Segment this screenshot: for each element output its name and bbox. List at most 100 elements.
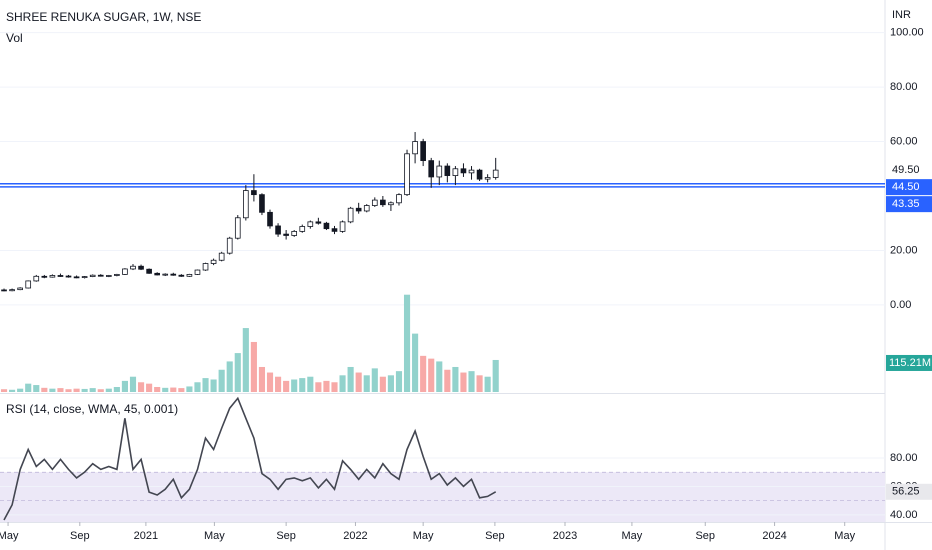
- candle-body: [234, 217, 241, 239]
- volume-bar: [363, 375, 370, 392]
- volume-bar: [57, 388, 64, 392]
- candle-body: [436, 165, 443, 178]
- candle-body: [138, 265, 144, 270]
- candle-body: [420, 141, 426, 162]
- volume-bar: [41, 387, 48, 392]
- x-tick-label: May: [204, 530, 225, 542]
- candle-body: [162, 273, 169, 276]
- volume-bar: [121, 380, 128, 392]
- candle-body: [130, 265, 136, 270]
- volume-bar: [275, 376, 282, 392]
- volume-bar: [105, 388, 112, 392]
- candle-body: [25, 280, 32, 289]
- volume-bar: [113, 386, 120, 392]
- volume-bar: [283, 380, 290, 392]
- grid: [0, 32, 885, 526]
- volume-bar: [226, 361, 233, 392]
- candle-body: [307, 221, 314, 227]
- x-tick-label: May: [0, 530, 19, 542]
- price-label-box: [886, 179, 932, 196]
- volume-bar: [371, 368, 378, 392]
- candle-body: [299, 226, 306, 232]
- x-tick-label: Sep: [695, 530, 715, 542]
- x-tick-label: May: [413, 530, 434, 542]
- volume-bar: [420, 355, 427, 392]
- candle-body: [468, 169, 475, 174]
- candle-body: [380, 199, 386, 206]
- volume-bar: [403, 294, 411, 392]
- rsi-legend: RSI (14, close, WMA, 45, 0.001): [6, 402, 178, 416]
- y-tick-label: 80.00: [890, 452, 918, 464]
- volume-legend: Vol: [6, 31, 23, 45]
- price-label: 44.50: [892, 181, 920, 193]
- candle-body: [210, 259, 217, 264]
- volume-bar: [436, 361, 443, 392]
- y-tick-label: 0.00: [890, 299, 911, 311]
- candle-body: [275, 225, 281, 235]
- candle-body: [283, 233, 289, 236]
- candle-body: [452, 168, 459, 176]
- candle-body: [267, 211, 273, 227]
- candle-body: [1, 289, 7, 292]
- volume-bar: [242, 328, 249, 392]
- candle-body: [49, 275, 56, 278]
- volume-bar: [202, 378, 209, 392]
- candle-body: [444, 165, 451, 176]
- volume-bar: [452, 366, 459, 392]
- volume-bar: [25, 383, 32, 392]
- rsi-line: [3, 396, 497, 521]
- volume-bar: [379, 376, 386, 392]
- labels: May Sep 2021 May Sep 2022 May Sep 2023 May Sep 2024…: [0, 27, 932, 542]
- volume-bar: [9, 389, 16, 392]
- volume-bar: [81, 388, 88, 392]
- volume-bar: [347, 366, 354, 392]
- volume-bar: [210, 379, 217, 392]
- candle-body: [251, 190, 257, 196]
- volume-bar: [460, 372, 467, 392]
- candle-body: [89, 274, 96, 277]
- y-tick-label: 80.00: [890, 81, 918, 93]
- candle-body: [122, 268, 128, 275]
- candle-body: [243, 190, 249, 219]
- x-tick-label: 2021: [134, 530, 158, 542]
- volume-bar: [299, 378, 306, 392]
- volume-bar: [137, 382, 145, 392]
- candle-body: [291, 230, 298, 236]
- volume-bar: [129, 376, 137, 392]
- candle-body: [81, 276, 88, 278]
- candle-body: [323, 222, 330, 230]
- price-label: 49.50: [892, 164, 920, 176]
- volume-bar: [484, 376, 491, 392]
- candle-body: [154, 272, 160, 276]
- volume-bar: [444, 369, 451, 392]
- rsi-band: [0, 472, 885, 522]
- volume-bar: [178, 388, 185, 392]
- volume-bar: [315, 382, 322, 392]
- y-tick-label: 100.00: [890, 27, 924, 39]
- volume-bar: [468, 371, 475, 392]
- candle-body: [105, 275, 112, 277]
- x-tick-label: May: [622, 530, 643, 542]
- candle-body: [404, 153, 410, 196]
- candle-body: [97, 274, 104, 277]
- price-label: 43.35: [892, 198, 920, 210]
- volume-bar: [162, 387, 169, 392]
- candle-body: [484, 177, 491, 180]
- volume-bar: [97, 389, 104, 392]
- x-tick-label: 2024: [762, 530, 786, 542]
- volume-bar: [395, 371, 403, 392]
- candle-body: [73, 276, 80, 279]
- volume-bar: [33, 385, 40, 392]
- candle-body: [33, 275, 40, 282]
- candle-body: [396, 194, 402, 204]
- candle-body: [428, 160, 435, 178]
- volume-bar: [89, 388, 96, 392]
- x-tick-label: 2022: [343, 530, 367, 542]
- volume-bar: [186, 386, 193, 392]
- x-tick-label: Sep: [70, 530, 90, 542]
- volume-bar: [355, 372, 362, 392]
- candle-body: [41, 275, 48, 278]
- candle-body: [170, 273, 177, 276]
- volume-bar: [258, 366, 266, 392]
